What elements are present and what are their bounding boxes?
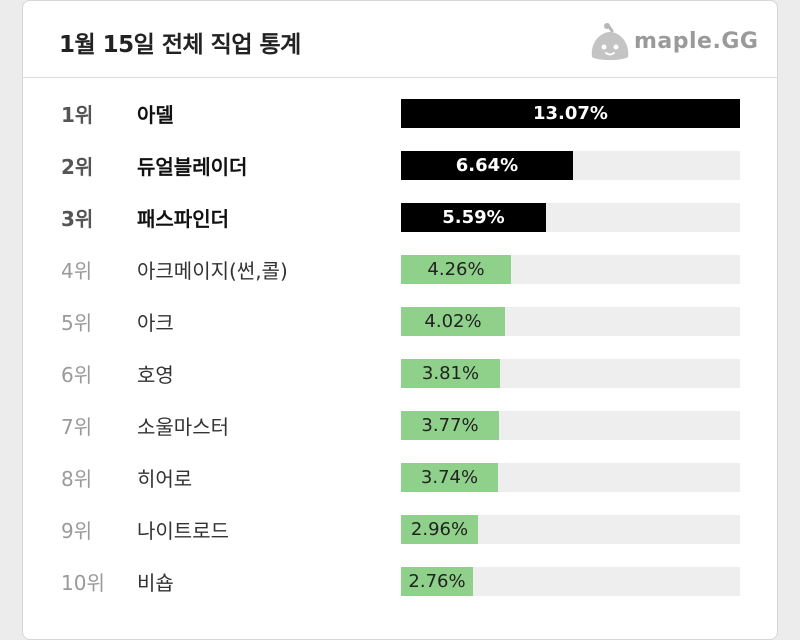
class-name: 아크 xyxy=(137,311,174,335)
bar: 2.76% xyxy=(401,567,473,596)
rank-label: 9위 xyxy=(61,519,93,543)
stats-card: 1월 15일 전체 직업 통계 maple.GG 1위 아델 13.07% 2위 듀얼블… xyxy=(22,0,778,640)
bar: 6.64% xyxy=(401,151,573,180)
bar-track: 3.81% xyxy=(401,359,740,388)
rank-label: 10위 xyxy=(61,571,105,595)
card-header: 1월 15일 전체 직업 통계 maple.GG xyxy=(23,1,777,78)
maplegg-logo[interactable]: maple.GG xyxy=(588,23,763,63)
bar: 4.26% xyxy=(401,255,511,284)
bar: 5.59% xyxy=(401,203,546,232)
table-row: 2위 듀얼블레이더 6.64% xyxy=(23,139,777,191)
bar: 3.77% xyxy=(401,411,499,440)
value-label: 4.26% xyxy=(427,259,485,280)
class-name: 비숍 xyxy=(137,571,174,595)
bar-track: 4.02% xyxy=(401,307,740,336)
class-name: 패스파인더 xyxy=(137,207,229,231)
class-name: 아크메이지(썬,콜) xyxy=(137,259,288,283)
bar: 4.02% xyxy=(401,307,505,336)
value-label: 13.07% xyxy=(533,103,608,124)
bar-track: 5.59% xyxy=(401,203,740,232)
bar-track: 3.74% xyxy=(401,463,740,492)
value-label: 3.77% xyxy=(421,415,479,436)
rank-label: 2위 xyxy=(61,155,94,179)
logo-text: maple.GG xyxy=(634,29,759,54)
slime-mascot-icon xyxy=(591,23,629,60)
bar-track: 6.64% xyxy=(401,151,740,180)
bar-track: 4.26% xyxy=(401,255,740,284)
table-row: 4위 아크메이지(썬,콜) 4.26% xyxy=(23,243,777,295)
rank-label: 6위 xyxy=(61,363,93,387)
bar: 3.74% xyxy=(401,463,498,492)
bar-track: 13.07% xyxy=(401,99,740,128)
bar: 13.07% xyxy=(401,99,740,128)
rank-label: 5위 xyxy=(61,311,93,335)
value-label: 2.96% xyxy=(410,519,469,540)
rank-label: 8위 xyxy=(61,467,93,491)
class-name: 호영 xyxy=(137,363,174,387)
table-row: 1위 아델 13.07% xyxy=(23,87,777,139)
value-label: 4.02% xyxy=(424,311,482,332)
value-label: 3.81% xyxy=(421,363,480,384)
value-label: 5.59% xyxy=(442,207,505,228)
value-label: 6.64% xyxy=(455,155,519,176)
table-row: 6위 호영 3.81% xyxy=(23,347,777,399)
table-row: 5위 아크 4.02% xyxy=(23,295,777,347)
bar-track: 2.76% xyxy=(401,567,740,596)
rank-label: 1위 xyxy=(61,103,94,127)
class-name: 나이트로드 xyxy=(137,519,229,543)
rank-label: 4위 xyxy=(61,259,93,283)
class-name: 히어로 xyxy=(137,467,193,491)
bar-track: 2.96% xyxy=(401,515,740,544)
rank-label: 7위 xyxy=(61,415,93,439)
class-name: 듀얼블레이더 xyxy=(137,155,248,179)
table-row: 7위 소울마스터 3.77% xyxy=(23,399,777,451)
bar: 2.96% xyxy=(401,515,478,544)
table-row: 3위 패스파인더 5.59% xyxy=(23,191,777,243)
table-row: 8위 히어로 3.74% xyxy=(23,451,777,503)
value-label: 3.74% xyxy=(420,467,479,488)
page-title: 1월 15일 전체 직업 통계 xyxy=(59,32,301,58)
value-label: 2.76% xyxy=(408,571,466,592)
bar-track: 3.77% xyxy=(401,411,740,440)
table-row: 9위 나이트로드 2.96% xyxy=(23,503,777,555)
rank-label: 3위 xyxy=(61,207,94,231)
table-row: 10위 비숍 2.76% xyxy=(23,555,777,607)
bar: 3.81% xyxy=(401,359,500,388)
class-name: 소울마스터 xyxy=(137,415,229,439)
class-name: 아델 xyxy=(137,103,174,127)
